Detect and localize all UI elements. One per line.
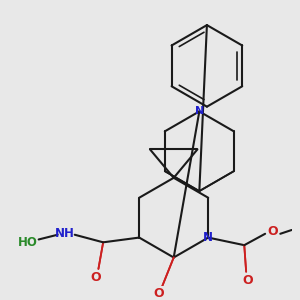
Text: NH: NH <box>55 227 75 240</box>
Text: O: O <box>243 274 254 287</box>
Text: O: O <box>267 225 278 239</box>
Text: N: N <box>195 106 204 116</box>
Text: N: N <box>203 231 213 244</box>
Text: O: O <box>90 271 101 284</box>
Text: HO: HO <box>18 236 38 249</box>
Text: O: O <box>153 287 164 300</box>
